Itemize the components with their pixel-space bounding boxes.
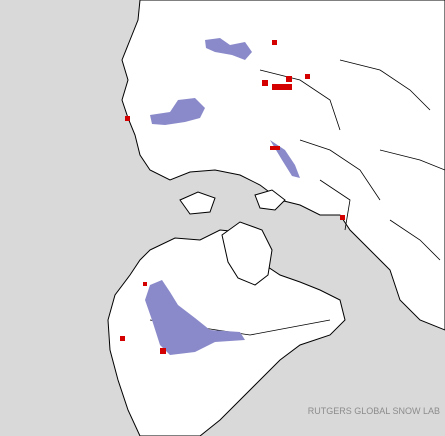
arctic-island <box>179 191 216 215</box>
greenland <box>221 221 273 286</box>
snow-cover <box>205 38 252 60</box>
new-snow-cell <box>286 76 292 82</box>
country-border <box>149 59 445 336</box>
new-snow-cell <box>160 348 166 354</box>
new-snow-cell <box>270 146 280 150</box>
eurasia <box>121 0 445 331</box>
snow-cover <box>145 280 245 355</box>
snow-cover <box>150 98 205 125</box>
new-snow-cell <box>340 215 345 220</box>
new-snow-cell <box>143 282 147 286</box>
credit: RUTGERS GLOBAL SNOW LAB <box>308 406 440 416</box>
new-snow <box>120 40 345 354</box>
new-snow-cell <box>305 74 310 79</box>
new-snow-cell <box>120 336 125 341</box>
new-snow-cell <box>262 80 268 86</box>
arctic-island <box>254 189 286 211</box>
new-snow-cell <box>272 40 277 45</box>
new-snow-cell <box>125 116 130 121</box>
new-snow-cell <box>272 84 292 90</box>
